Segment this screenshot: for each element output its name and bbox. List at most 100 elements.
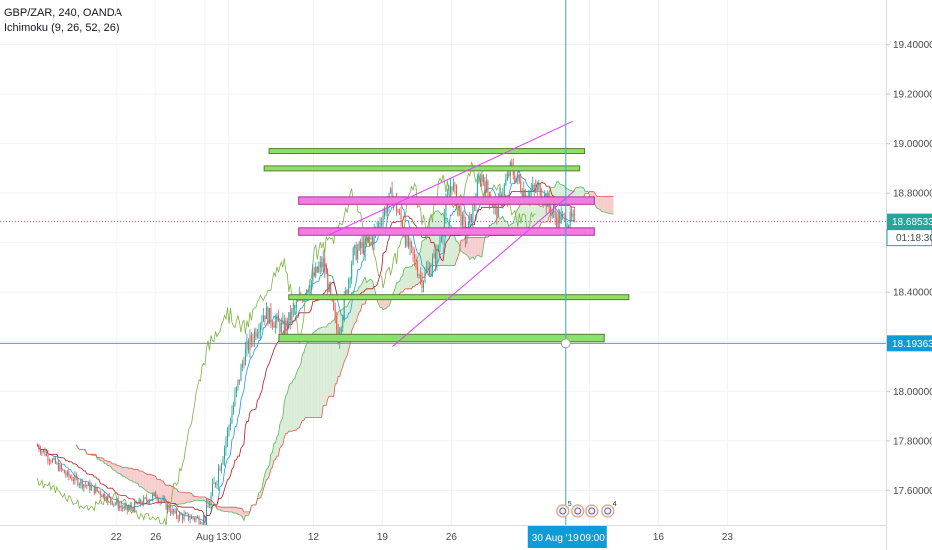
kumo-segment bbox=[182, 492, 185, 504]
event-flag-icon[interactable] bbox=[585, 504, 599, 518]
candle-body bbox=[288, 312, 290, 328]
candle-body bbox=[36, 445, 38, 447]
candle-body bbox=[80, 480, 82, 485]
kumo-segment bbox=[270, 452, 273, 470]
candle-body bbox=[291, 309, 293, 321]
candle-body bbox=[280, 322, 282, 333]
kumo-segment bbox=[203, 496, 206, 502]
candle-body bbox=[237, 379, 239, 388]
candle-body bbox=[330, 283, 332, 295]
candle-body bbox=[89, 482, 91, 491]
kumo-segment bbox=[371, 279, 373, 296]
kumo-segment bbox=[453, 233, 455, 266]
kumo-segment bbox=[125, 467, 128, 479]
candle-body bbox=[120, 505, 122, 508]
candle-body bbox=[105, 499, 107, 502]
kumo-segment bbox=[190, 492, 192, 503]
candle-body bbox=[451, 186, 453, 191]
candle-body bbox=[434, 252, 436, 264]
candle-body bbox=[411, 241, 413, 247]
candle-body bbox=[532, 184, 534, 190]
kumo-segment bbox=[300, 354, 303, 425]
candle-body bbox=[259, 324, 261, 332]
event-flag-icon[interactable] bbox=[556, 504, 570, 518]
candle-body bbox=[415, 258, 417, 268]
candle-body bbox=[232, 405, 234, 413]
candle-body bbox=[222, 458, 224, 465]
candle-body bbox=[321, 262, 323, 268]
candle-body bbox=[312, 272, 314, 281]
kumo-segment bbox=[309, 337, 312, 418]
kumo-segment bbox=[314, 330, 316, 418]
kumo-segment bbox=[312, 332, 315, 418]
candle-body bbox=[183, 514, 185, 520]
candle-body bbox=[90, 486, 92, 491]
kumo-segment bbox=[401, 275, 403, 293]
kumo-segment bbox=[410, 266, 412, 289]
candle-body bbox=[524, 190, 526, 200]
candle-body bbox=[482, 174, 484, 183]
kumo-segment bbox=[228, 507, 231, 513]
kumo-segment bbox=[284, 395, 286, 438]
kumo-segment bbox=[522, 202, 524, 230]
candle-body bbox=[310, 280, 312, 290]
kumo-segment bbox=[583, 187, 586, 198]
candle-body bbox=[360, 242, 362, 249]
candle-body bbox=[253, 331, 255, 342]
candle-body bbox=[188, 513, 190, 520]
candle-body bbox=[267, 307, 269, 324]
kumo-segment bbox=[405, 267, 408, 289]
candle-body bbox=[59, 464, 61, 471]
symbol-title[interactable]: GBP/ZAR, 240, OANDA bbox=[4, 7, 122, 19]
candle-body bbox=[315, 266, 317, 277]
indicator-legend[interactable]: Ichimoku (9, 26, 52, 26) bbox=[4, 22, 120, 34]
candle-body bbox=[454, 183, 456, 187]
kumo-segment bbox=[246, 511, 249, 516]
candle-body bbox=[182, 515, 184, 520]
candle-body bbox=[352, 248, 354, 265]
kumo-segment bbox=[345, 306, 348, 359]
candle-body bbox=[63, 469, 65, 474]
kumo-segment bbox=[595, 194, 598, 209]
candle-body bbox=[177, 516, 179, 519]
candle-body bbox=[381, 224, 383, 226]
kumo-segment bbox=[454, 237, 457, 266]
candle-body bbox=[511, 162, 513, 166]
candle-body bbox=[155, 492, 157, 498]
candle-body bbox=[174, 510, 176, 513]
trendlines bbox=[328, 120, 575, 348]
candle-body bbox=[484, 182, 486, 193]
candle-body bbox=[313, 272, 315, 277]
candle-body bbox=[325, 271, 327, 274]
kumo-segment bbox=[285, 393, 288, 434]
candle-body bbox=[179, 513, 181, 519]
candle-body bbox=[346, 290, 348, 293]
kumo-segment bbox=[200, 496, 203, 501]
kumo-segment bbox=[297, 367, 300, 429]
event-flag-icon[interactable] bbox=[601, 504, 615, 518]
kumo-segment bbox=[137, 469, 140, 487]
candle-body bbox=[129, 505, 131, 509]
kumo-segment bbox=[321, 326, 324, 418]
candle-body bbox=[487, 180, 489, 193]
candle-body bbox=[476, 181, 478, 200]
kumo-segment bbox=[152, 475, 155, 496]
candle-body bbox=[167, 505, 169, 510]
candle-body bbox=[472, 203, 474, 223]
kumo-segment bbox=[239, 508, 241, 516]
candle-body bbox=[42, 450, 44, 452]
kumo-segment bbox=[600, 196, 602, 212]
candle-body bbox=[201, 523, 203, 525]
kumo-segment bbox=[149, 474, 152, 494]
x-tick-label: 22 bbox=[111, 532, 123, 543]
event-flag-icon[interactable] bbox=[571, 504, 585, 518]
countdown-label: 01:18:30 bbox=[896, 233, 932, 244]
candle-body bbox=[51, 459, 53, 463]
candle-body bbox=[431, 257, 433, 269]
y-tick-label: 18.80000 bbox=[893, 189, 932, 200]
kumo-segment bbox=[318, 328, 321, 418]
kumo-segment bbox=[178, 491, 180, 505]
crosshair-point[interactable] bbox=[560, 338, 571, 349]
